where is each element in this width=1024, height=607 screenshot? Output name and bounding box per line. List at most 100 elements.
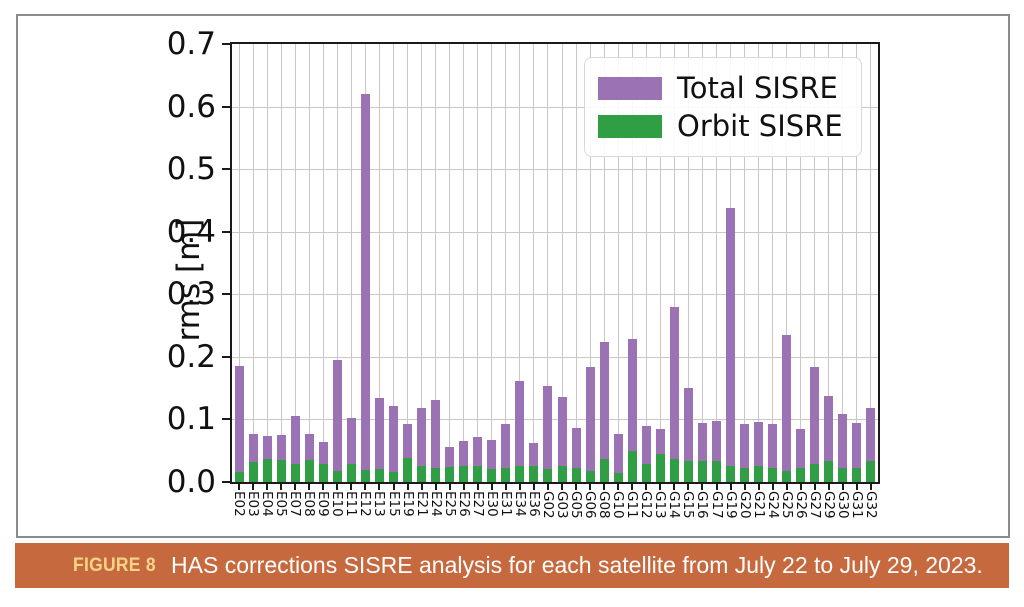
x-tick-mark xyxy=(729,484,732,490)
bar-total-g11 xyxy=(627,338,637,482)
vertical-gridline xyxy=(435,44,437,482)
vertical-gridline xyxy=(828,44,830,482)
x-tick-mark xyxy=(476,484,479,490)
bar-total-g10 xyxy=(613,433,623,482)
bar-total-g20 xyxy=(740,424,750,482)
bar-total-g05 xyxy=(571,428,581,482)
bar-orbit-e02 xyxy=(234,472,244,482)
vertical-gridline xyxy=(308,44,310,482)
bar-orbit-g10 xyxy=(613,472,623,482)
y-tick-label: 0.1 xyxy=(166,401,216,438)
x-tick-label-g30: G30 xyxy=(834,491,851,519)
bar-orbit-e13 xyxy=(374,468,384,482)
x-tick-mark xyxy=(238,484,241,490)
vertical-gridline xyxy=(575,44,577,482)
bar-total-e19 xyxy=(403,423,413,482)
x-tick-mark xyxy=(462,484,465,490)
plot-area xyxy=(230,42,880,484)
bar-total-e25 xyxy=(445,446,455,482)
vertical-gridline xyxy=(716,44,717,482)
x-tick-label-g16: G16 xyxy=(694,491,711,519)
x-tick-mark xyxy=(266,484,269,490)
x-tick-mark xyxy=(589,484,592,490)
y-tick-label: 0.7 xyxy=(166,26,216,62)
x-tick-label-e36: E36 xyxy=(525,491,542,517)
x-tick-label-g24: G24 xyxy=(764,491,781,519)
vertical-gridline xyxy=(687,44,689,482)
horizontal-gridline xyxy=(232,106,878,108)
x-tick-label-e15: E15 xyxy=(385,491,402,517)
x-tick-mark xyxy=(308,484,311,490)
vertical-gridline xyxy=(336,44,338,482)
bar-orbit-g05 xyxy=(571,468,581,482)
legend-entry-total: Total SISRE xyxy=(598,69,861,107)
vertical-gridline xyxy=(519,44,521,482)
x-tick-label-g05: G05 xyxy=(568,491,585,519)
bar-orbit-e27 xyxy=(473,466,483,482)
bar-orbit-g32 xyxy=(866,460,876,482)
bar-total-e04 xyxy=(262,435,272,482)
orbit-sisre-swatch xyxy=(598,114,662,138)
vertical-gridline xyxy=(378,44,380,482)
legend-label-total: Total SISRE xyxy=(677,71,838,105)
bar-orbit-e10 xyxy=(332,471,342,482)
bar-orbit-e21 xyxy=(417,465,427,482)
bar-orbit-e25 xyxy=(445,466,455,482)
x-tick-label-g06: G06 xyxy=(582,491,599,519)
bar-total-g08 xyxy=(599,341,609,482)
bar-orbit-g14 xyxy=(669,459,679,482)
bar-orbit-e07 xyxy=(290,464,300,482)
bar-orbit-e19 xyxy=(403,457,413,482)
vertical-gridline xyxy=(772,44,774,482)
x-tick-mark xyxy=(378,484,381,490)
x-tick-mark xyxy=(350,484,353,490)
bar-total-g25 xyxy=(782,334,792,482)
x-tick-mark xyxy=(645,484,648,490)
bar-orbit-e05 xyxy=(276,460,286,482)
x-tick-label-e26: E26 xyxy=(455,491,472,517)
x-tick-mark xyxy=(743,484,746,490)
bar-orbit-g08 xyxy=(599,459,609,482)
vertical-gridline xyxy=(800,44,802,482)
y-tick-mark xyxy=(222,355,230,358)
bar-orbit-e04 xyxy=(262,459,272,482)
x-tick-mark xyxy=(841,484,844,490)
x-tick-mark xyxy=(546,484,549,490)
x-tick-label-e27: E27 xyxy=(469,491,486,517)
bar-total-e03 xyxy=(248,433,258,482)
y-tick-mark xyxy=(222,418,230,421)
bar-orbit-g12 xyxy=(641,464,651,482)
x-tick-label-g32: G32 xyxy=(862,491,879,519)
bar-total-g27 xyxy=(810,366,820,482)
x-tick-label-e34: E34 xyxy=(511,491,528,517)
bar-total-e21 xyxy=(417,408,427,482)
x-tick-label-g29: G29 xyxy=(820,491,837,519)
horizontal-gridline xyxy=(232,169,878,171)
x-tick-mark xyxy=(504,484,507,490)
x-tick-mark xyxy=(603,484,606,490)
vertical-gridline xyxy=(631,44,633,482)
bar-orbit-g06 xyxy=(585,471,595,482)
x-tick-mark xyxy=(869,484,872,490)
vertical-gridline xyxy=(856,44,858,482)
x-tick-label-g20: G20 xyxy=(736,491,753,519)
bar-orbit-g25 xyxy=(782,471,792,482)
figure-number-label: FIGURE 8 xyxy=(73,554,156,576)
bar-total-e30 xyxy=(487,440,497,482)
bar-orbit-e09 xyxy=(318,464,328,482)
bar-total-e05 xyxy=(276,435,286,482)
x-tick-mark xyxy=(673,484,676,490)
x-tick-mark xyxy=(855,484,858,490)
vertical-gridline xyxy=(280,44,282,482)
bar-total-e12 xyxy=(360,94,370,482)
bar-orbit-e34 xyxy=(515,466,525,482)
x-tick-mark xyxy=(322,484,325,490)
x-tick-mark xyxy=(813,484,816,490)
x-tick-mark xyxy=(659,484,662,490)
x-tick-mark xyxy=(687,484,690,490)
vertical-gridline xyxy=(322,44,324,482)
bar-total-g16 xyxy=(697,423,707,482)
bar-total-e36 xyxy=(529,442,539,482)
y-tick-mark xyxy=(222,481,230,483)
